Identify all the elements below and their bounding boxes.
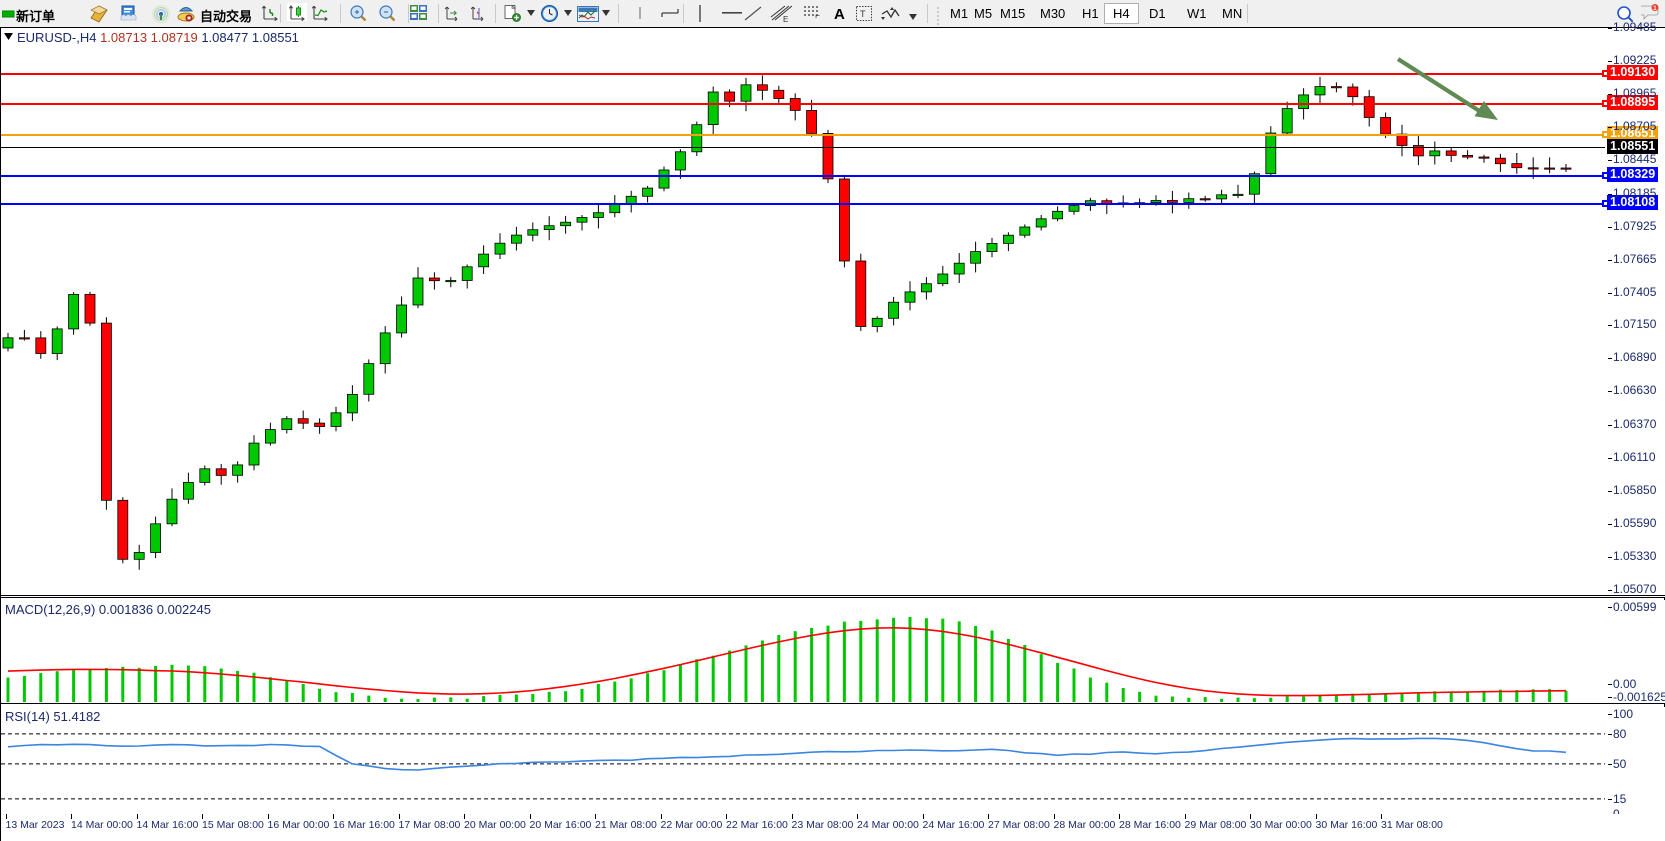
svg-text:T: T <box>860 9 866 19</box>
svg-text:F: F <box>815 14 820 18</box>
svg-text:E: E <box>783 15 788 22</box>
